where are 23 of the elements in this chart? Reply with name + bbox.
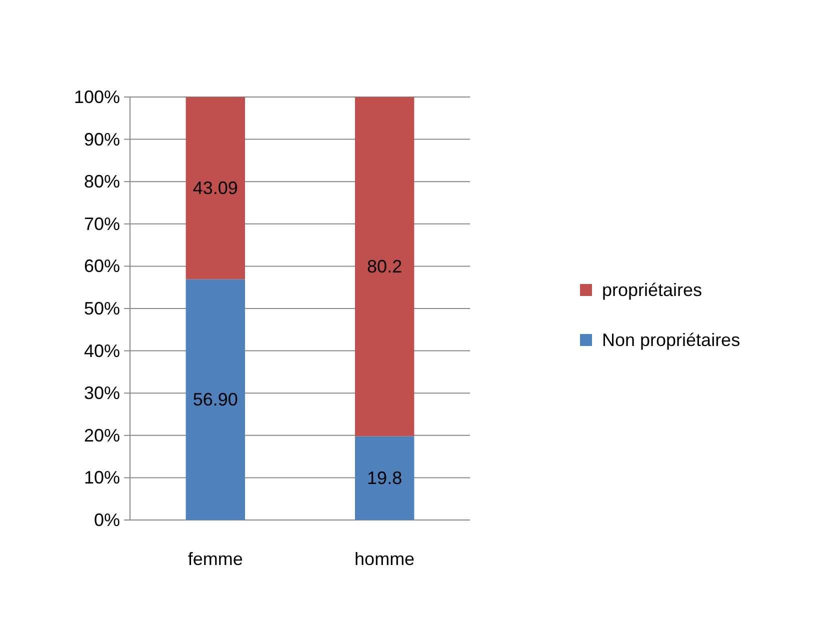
y-tick-label: 60%	[84, 256, 120, 276]
y-tick-label: 70%	[84, 214, 120, 234]
y-tick-label: 0%	[94, 510, 120, 530]
data-label: 80.2	[367, 256, 402, 277]
legend-label: Non propriétaires	[602, 330, 740, 350]
x-tick-label: homme	[354, 549, 415, 569]
y-tick-label: 90%	[84, 129, 120, 150]
bar	[354, 436, 414, 520]
legend-label: propriétaires	[602, 280, 702, 300]
bar	[186, 97, 246, 280]
y-tick-label: 40%	[84, 340, 120, 361]
data-label: 19.8	[367, 468, 402, 488]
bar	[354, 97, 414, 436]
y-tick-label: 80%	[84, 172, 120, 192]
y-tick-label: 20%	[84, 425, 120, 446]
y-tick-label: 100%	[74, 87, 120, 107]
y-tick-label: 50%	[84, 298, 120, 318]
y-tick-label: 10%	[84, 468, 120, 488]
bar	[186, 279, 246, 520]
data-label: 43.09	[192, 178, 238, 198]
x-tick-label: femme	[188, 549, 243, 569]
data-label: 56.90	[192, 390, 238, 410]
y-tick-label: 30%	[84, 383, 120, 404]
